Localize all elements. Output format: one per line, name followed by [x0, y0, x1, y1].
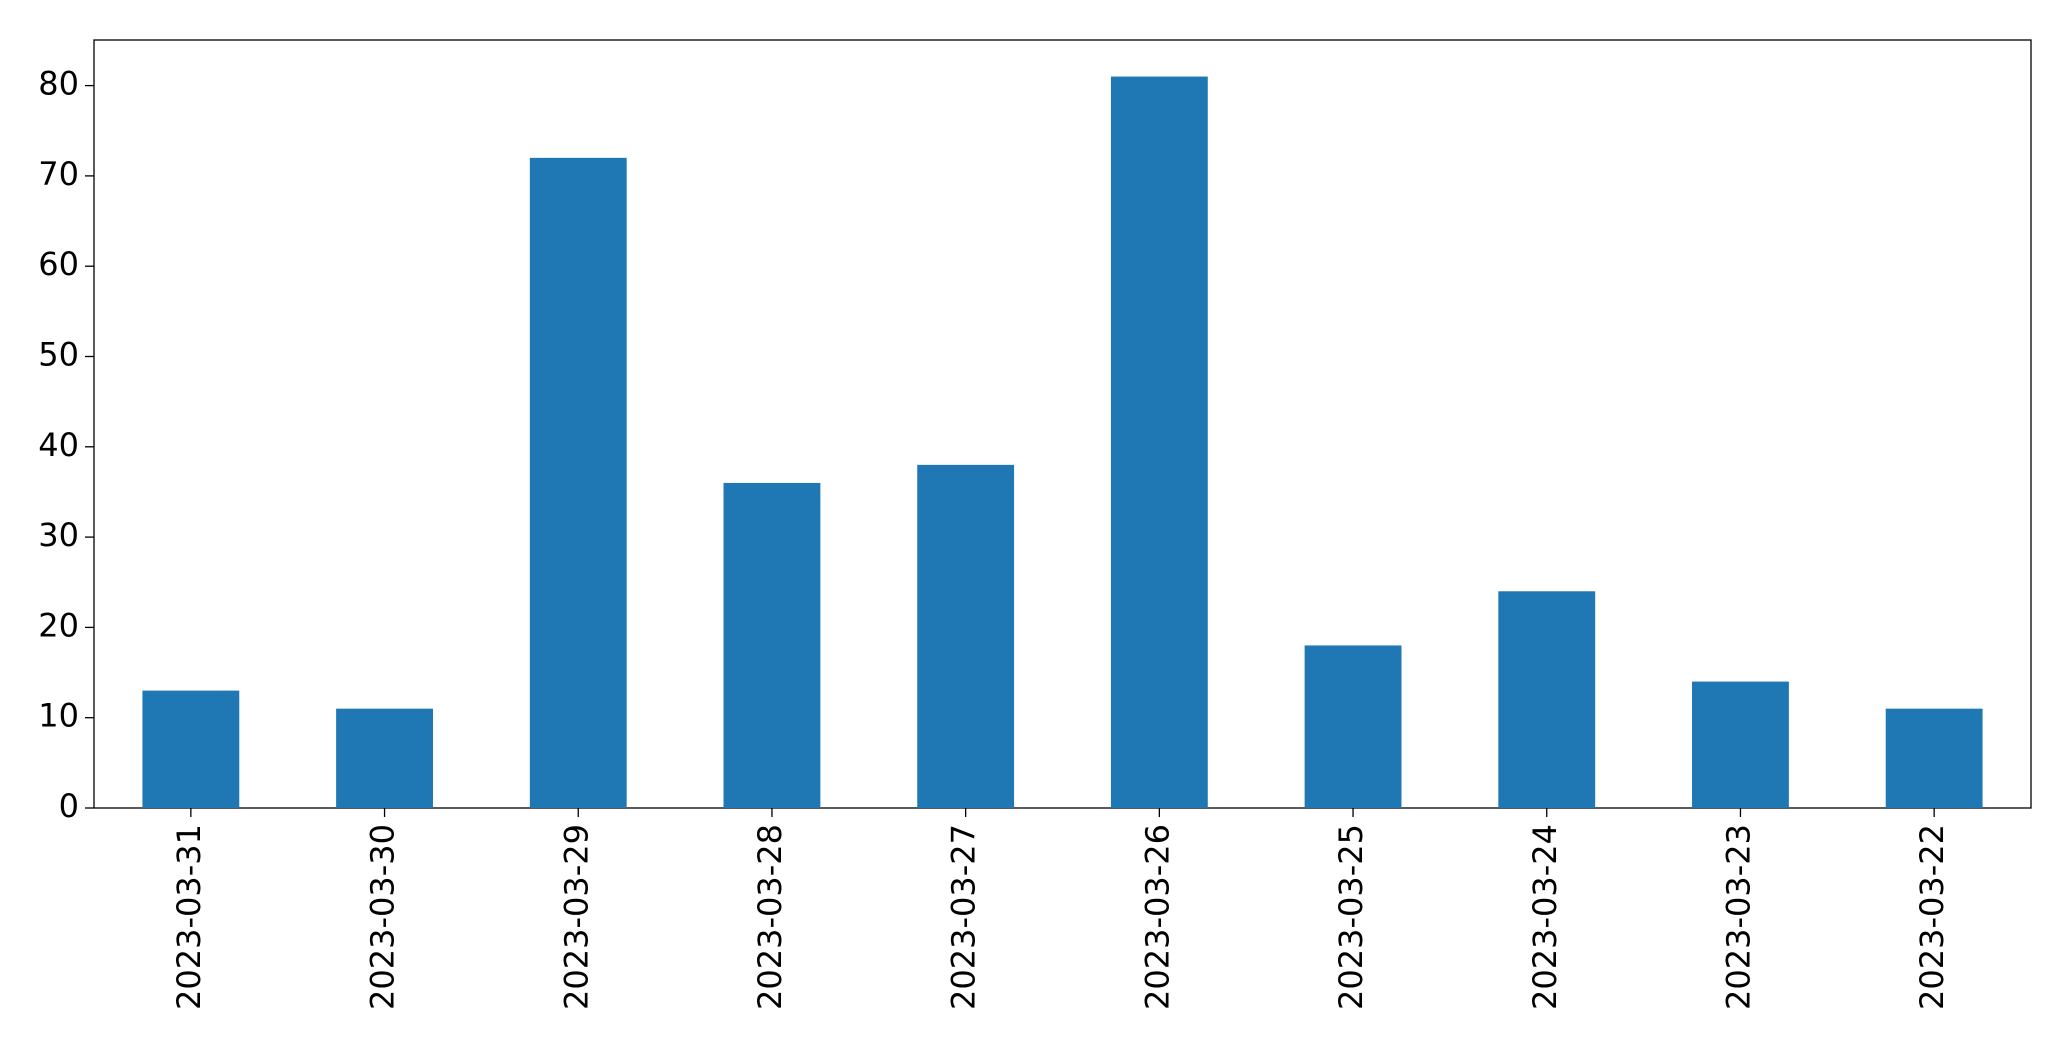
x-tick-label: 2023-03-28 — [751, 824, 789, 1010]
x-tick-label: 2023-03-23 — [1719, 824, 1757, 1010]
bar — [1498, 591, 1596, 808]
x-tick-label: 2023-03-31 — [170, 824, 208, 1010]
x-tick-label: 2023-03-27 — [945, 824, 983, 1010]
bar — [529, 157, 627, 809]
x-tick-label: 2023-03-25 — [1332, 824, 1370, 1010]
y-tick-label: 60 — [38, 245, 79, 283]
y-tick-label: 50 — [38, 336, 79, 374]
y-tick-label: 40 — [38, 426, 79, 464]
x-tick-label: 2023-03-24 — [1526, 824, 1564, 1010]
bar — [723, 482, 821, 808]
x-tick-label: 2023-03-22 — [1913, 824, 1951, 1010]
bar — [917, 464, 1015, 808]
x-tick-label: 2023-03-26 — [1138, 824, 1176, 1010]
y-tick-label: 10 — [38, 697, 79, 735]
y-tick-label: 30 — [38, 516, 79, 554]
bar — [142, 690, 240, 808]
bar — [1110, 76, 1208, 809]
bar — [1692, 681, 1789, 808]
y-tick-label: 20 — [38, 606, 79, 644]
bar — [1885, 708, 1983, 808]
y-tick-label: 70 — [38, 155, 79, 193]
x-tick-label: 2023-03-29 — [557, 824, 595, 1010]
y-tick-label: 80 — [38, 65, 79, 103]
bar — [1304, 645, 1402, 808]
bar — [336, 708, 433, 808]
y-tick-label: 0 — [59, 787, 79, 825]
x-tick-label: 2023-03-30 — [364, 824, 402, 1010]
plot-frame — [93, 39, 2032, 809]
